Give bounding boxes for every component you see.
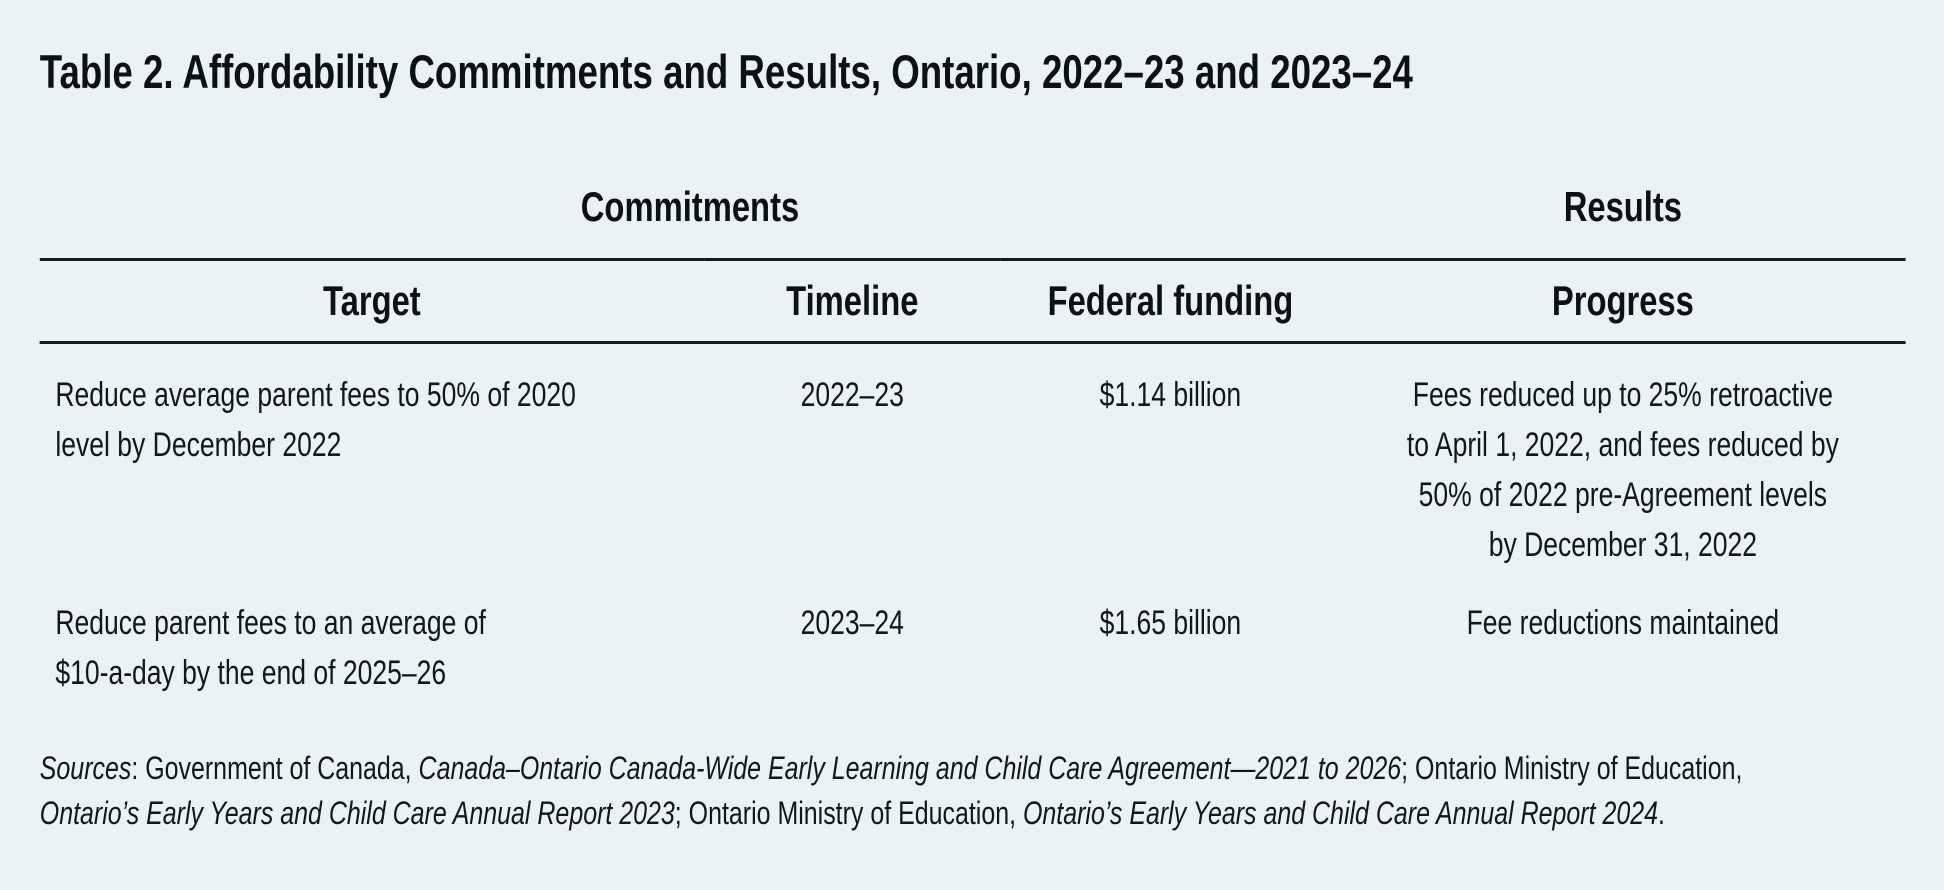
progress-cell: Fee reductions maintained	[1466, 604, 1780, 642]
figure-body: Table 2. Affordability Commitments and R…	[0, 44, 1944, 836]
group-header-results: Results	[1340, 184, 1906, 261]
column-header-row: Target Timeline Federal funding Progress	[39, 259, 1906, 344]
sources-segment: .	[1657, 795, 1665, 831]
progress-cell: Fees reduced up to 25% retroactive to Ap…	[1406, 376, 1839, 564]
affordability-table: Commitments Results Target Timeline Fede…	[39, 184, 1906, 700]
table-row-2: Reduce parent fees to an average of $10-…	[40, 572, 1906, 700]
target-cell: Reduce average parent fees to 50% of 202…	[55, 376, 576, 464]
table-row-1: Reduce average parent fees to 50% of 202…	[40, 343, 1906, 573]
timeline-cell: 2022–23	[800, 376, 904, 414]
column-header-federal-funding: Federal funding	[1000, 259, 1341, 344]
sources-line: Ontario’s Early Years and Child Care Ann…	[40, 791, 1904, 836]
sources-segment: : Government of Canada,	[131, 750, 419, 786]
group-header-commitments: Commitments	[39, 184, 1341, 261]
column-header-timeline: Timeline	[703, 259, 1001, 344]
sources-segment: ; Ontario Ministry of Education,	[674, 795, 1023, 831]
sources-segment: Sources	[39, 750, 132, 786]
timeline-cell: 2023–24	[800, 604, 904, 642]
table-title: Table 2. Affordability Commitments and R…	[39, 45, 1413, 98]
sources-segment: Canada–Ontario Canada-Wide Early Learnin…	[418, 750, 1402, 786]
federal-funding-cell: $1.14 billion	[1099, 376, 1242, 414]
sources-segment: Ontario’s Early Years and Child Care Ann…	[39, 795, 675, 831]
federal-funding-cell: $1.65 billion	[1099, 604, 1242, 642]
sources-note: Sources: Government of Canada, Canada–On…	[40, 746, 1904, 836]
sources-segment: ; Ontario Ministry of Education,	[1401, 750, 1743, 786]
column-header-target: Target	[39, 259, 704, 344]
sources-segment: Ontario’s Early Years and Child Care Ann…	[1022, 795, 1658, 831]
sources-line: Sources: Government of Canada, Canada–On…	[40, 746, 1904, 791]
group-header-row: Commitments Results	[39, 184, 1906, 261]
target-cell: Reduce parent fees to an average of $10-…	[55, 604, 486, 692]
column-header-progress: Progress	[1340, 259, 1906, 344]
